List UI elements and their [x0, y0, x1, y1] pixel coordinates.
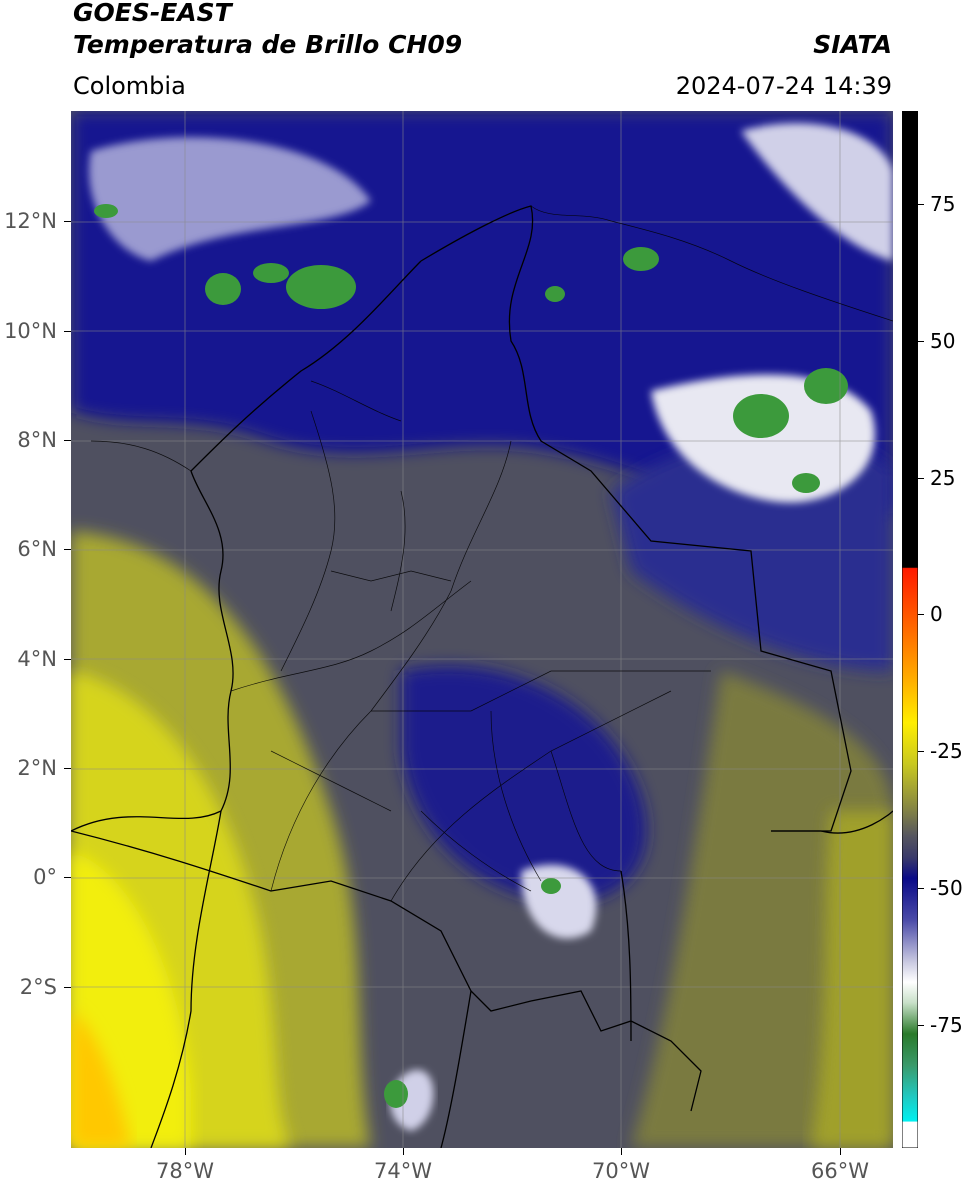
lat-tick-6n: 6°N	[17, 537, 57, 561]
satellite-title: GOES-EAST	[73, 0, 232, 27]
colorbar-tick-75: 75	[930, 192, 956, 216]
lat-tick-4n: 4°N	[17, 647, 57, 671]
region-label: Colombia	[73, 72, 186, 100]
lat-tick-2s: 2°S	[19, 975, 57, 999]
colorbar-tick-minus75: -75	[930, 1013, 963, 1037]
colorbar-tick-50: 50	[930, 329, 956, 353]
colorbar-tick-25: 25	[930, 466, 956, 490]
lat-tick-10n: 10°N	[4, 319, 57, 343]
brightness-temperature-map	[71, 111, 893, 1148]
lon-tick-70w: 70°W	[592, 1159, 650, 1183]
lon-tick-78w: 78°W	[156, 1159, 214, 1183]
lon-tick-74w: 74°W	[374, 1159, 432, 1183]
datetime-label: 2024-07-24 14:39	[675, 72, 892, 100]
lat-tick-0: 0°	[33, 865, 57, 889]
lat-tick-12n: 12°N	[4, 209, 57, 233]
agency-label: SIATA	[813, 30, 892, 59]
lat-tick-8n: 8°N	[17, 428, 57, 452]
colorbar-tick-minus25: -25	[930, 739, 963, 763]
product-title: Temperatura de Brillo CH09	[73, 30, 463, 59]
lon-tick-66w: 66°W	[811, 1159, 869, 1183]
colorbar-tick-minus50: -50	[930, 876, 963, 900]
colorbar	[902, 111, 918, 1148]
colorbar-tick-0: 0	[930, 602, 943, 626]
lat-tick-2n: 2°N	[17, 756, 57, 780]
